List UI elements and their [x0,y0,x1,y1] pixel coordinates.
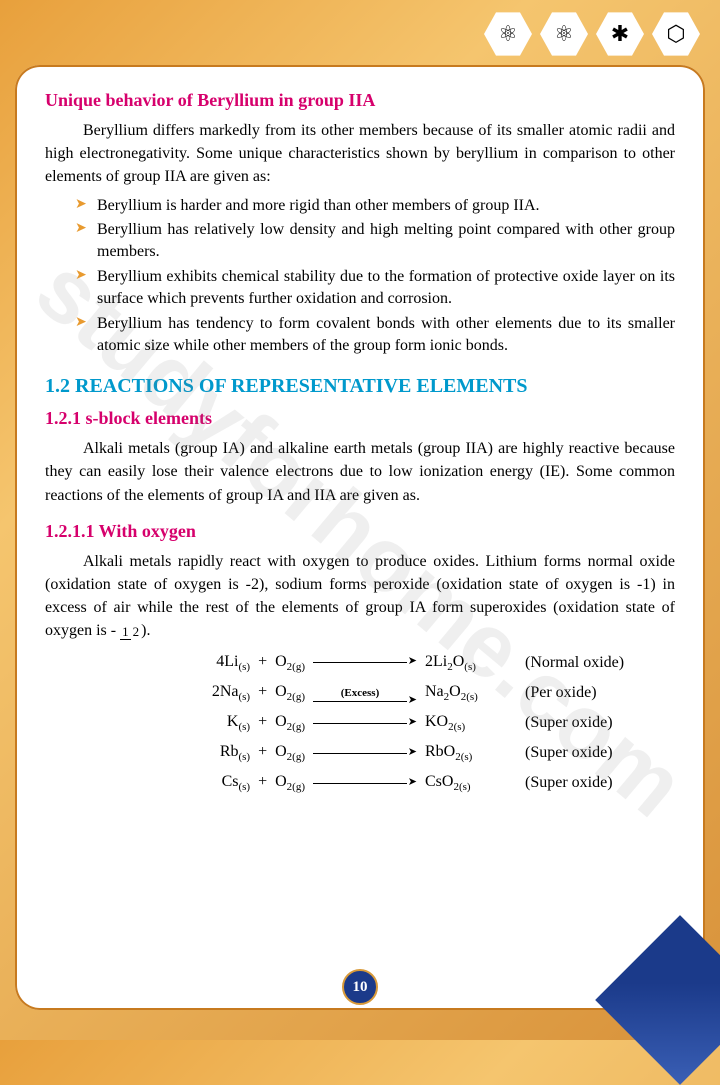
reaction-row: 4Li(s) + O2(g) 2Li2O(s)(Normal oxide) [45,653,675,673]
reaction-arrow: (Excess) [305,683,415,702]
chain-icon: ⬡ [652,10,700,58]
reaction-note: (Per oxide) [525,684,655,702]
header-icons: ⚛ ⚛ ✱ ⬡ [484,10,700,58]
bullet-item: Beryllium has tendency to form covalent … [75,313,675,358]
reaction-arrow [305,723,415,724]
fraction-den: 2 [131,624,142,639]
p-oxygen-b: ). [141,622,150,639]
atom-icon: ⚛ [540,10,588,58]
heading-beryllium: Unique behavior of Beryllium in group II… [45,90,675,111]
bullet-item: Beryllium exhibits chemical stability du… [75,266,675,311]
page-number-badge: 10 [342,969,378,1005]
reaction-arrow [305,783,415,784]
reaction-lhs: K(s) + O2(g) [135,713,305,733]
reaction-lhs: 2Na(s) + O2(g) [135,683,305,703]
heading-1-2-1-1: 1.2.1.1 With oxygen [45,521,675,542]
reaction-rhs: 2Li2O(s) [415,653,525,673]
bullet-item: Beryllium is harder and more rigid than … [75,195,675,217]
reaction-rhs: RbO2(s) [415,743,525,763]
page-card: studyforhome.com Unique behavior of Bery… [15,65,705,1010]
p-1-2-1-text: Alkali metals (group IA) and alkaline ea… [45,440,675,503]
reaction-row: K(s) + O2(g) KO2(s)(Super oxide) [45,713,675,733]
heading-section-1-2: 1.2 REACTIONS OF REPRESENTATIVE ELEMENTS [45,375,675,398]
bullet-item: Beryllium has relatively low density and… [75,219,675,264]
arrow-label: (Excess) [341,687,380,699]
fraction-half: 12 [120,625,141,638]
reaction-lhs: 4Li(s) + O2(g) [135,653,305,673]
reaction-lhs: Cs(s) + O2(g) [135,773,305,793]
heading-1-2-1: 1.2.1 s-block elements [45,408,675,429]
reactions-block: 4Li(s) + O2(g) 2Li2O(s)(Normal oxide) 2Na(… [45,653,675,794]
reaction-note: (Normal oxide) [525,654,655,672]
reaction-arrow [305,662,415,663]
reaction-note: (Super oxide) [525,774,655,792]
reaction-rhs: Na2O2(s) [415,683,525,703]
reaction-rhs: CsO2(s) [415,773,525,793]
structure-icon: ✱ [596,10,644,58]
intro-paragraph: Beryllium differs markedly from its othe… [45,119,675,189]
intro-text: Beryllium differs markedly from its othe… [45,122,675,185]
reaction-note: (Super oxide) [525,714,655,732]
molecule-icon: ⚛ [484,10,532,58]
reaction-row: 2Na(s) + O2(g) (Excess) Na2O2(s)(Per oxide… [45,683,675,703]
reaction-note: (Super oxide) [525,744,655,762]
reaction-row: Cs(s) + O2(g) CsO2(s)(Super oxide) [45,773,675,793]
reaction-arrow [305,753,415,754]
reaction-row: Rb(s) + O2(g) RbO2(s)(Super oxide) [45,743,675,763]
p-1-2-1: Alkali metals (group IA) and alkaline ea… [45,437,675,507]
reaction-lhs: Rb(s) + O2(g) [135,743,305,763]
p-1-2-1-1: Alkali metals rapidly react with oxygen … [45,550,675,643]
fraction-num: 1 [120,624,131,640]
bullet-list: Beryllium is harder and more rigid than … [75,195,675,358]
reaction-rhs: KO2(s) [415,713,525,733]
